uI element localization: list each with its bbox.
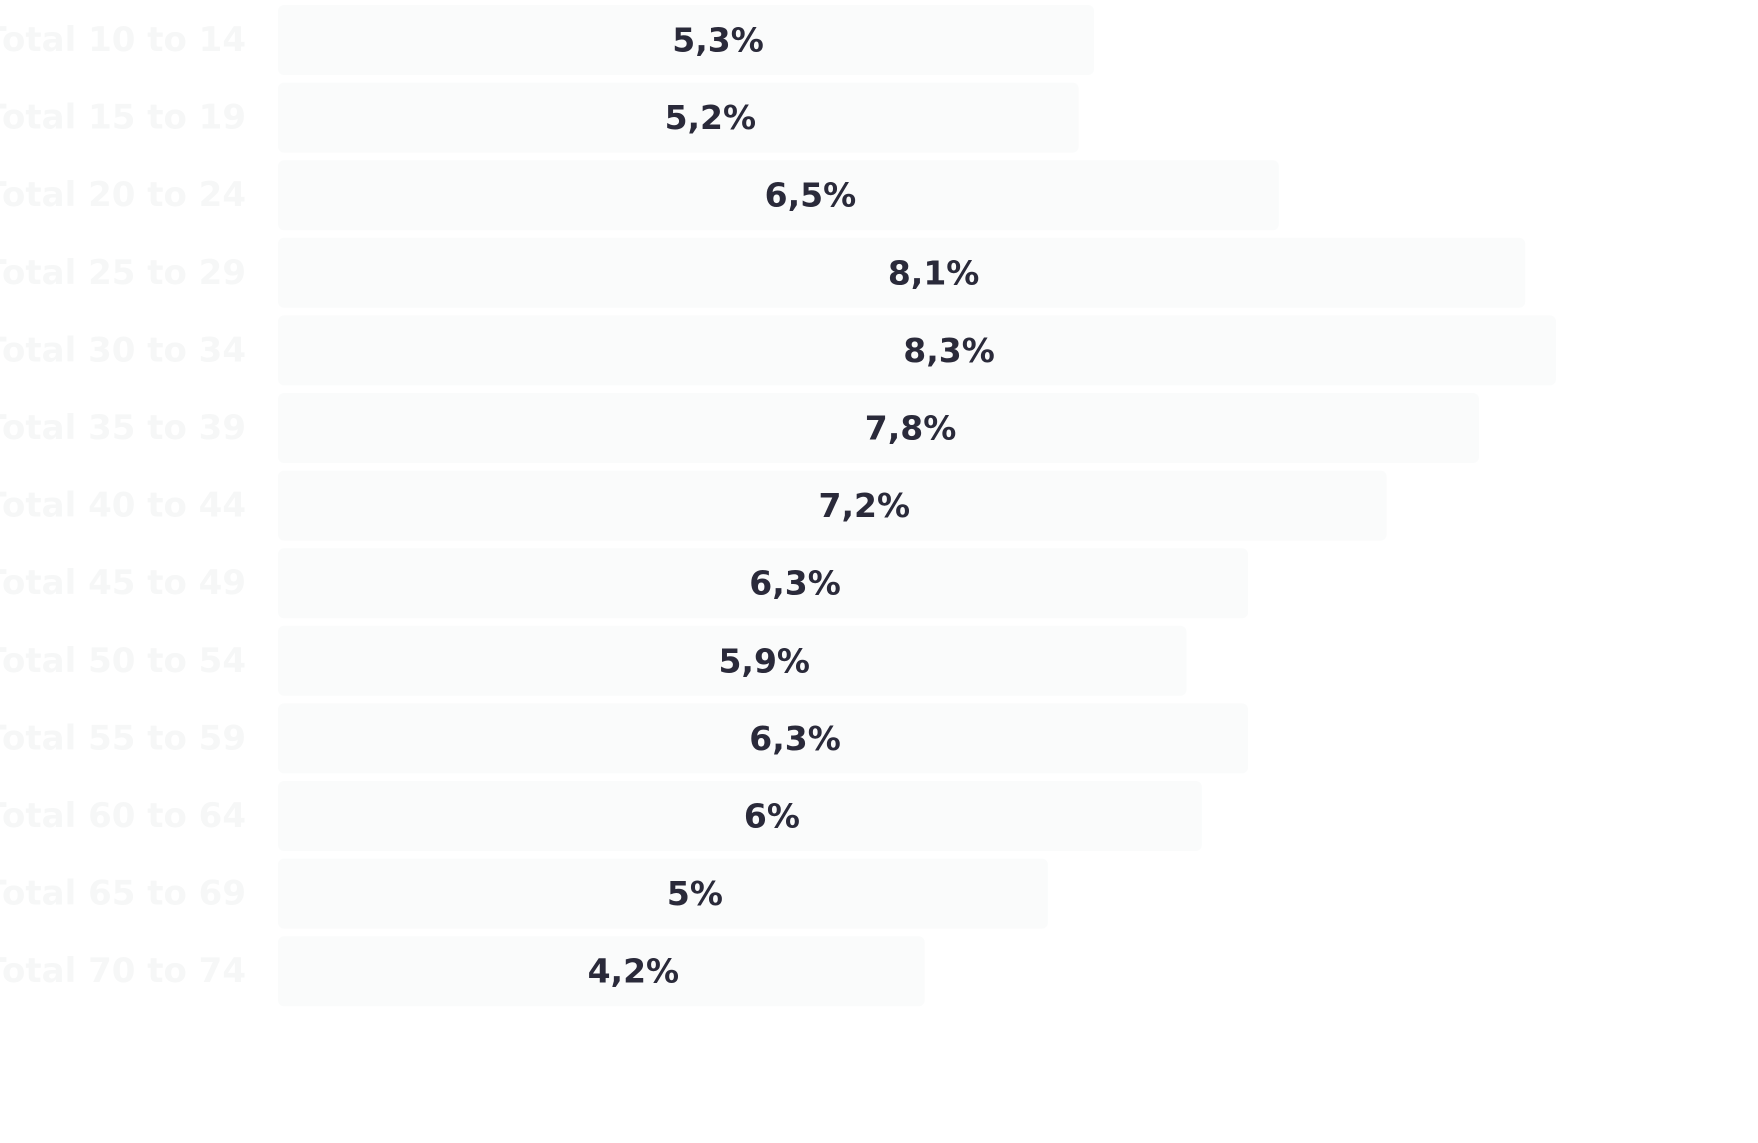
- bar: [278, 82, 1079, 153]
- category-label: Total 65 to 69: [0, 874, 246, 914]
- bar: [278, 393, 1480, 463]
- category-label: Total 55 to 59: [0, 718, 246, 758]
- bar: [278, 315, 1556, 386]
- bar: [278, 858, 1048, 929]
- bar: [278, 781, 1202, 851]
- category-label: Total 20 to 24: [0, 175, 246, 215]
- category-label: Total 15 to 19: [0, 98, 246, 138]
- value-label: 4,2%: [588, 952, 680, 991]
- value-label: 5,2%: [665, 98, 757, 137]
- value-label: 7,2%: [819, 486, 911, 525]
- value-label: 6%: [744, 797, 800, 836]
- category-label: Total 30 to 34: [0, 330, 246, 370]
- category-label: Total 35 to 39: [0, 408, 246, 448]
- bar: [278, 5, 1095, 75]
- value-label: 6,3%: [749, 564, 841, 603]
- value-label: 5,3%: [672, 21, 764, 60]
- value-label: 8,1%: [888, 253, 980, 292]
- category-label: Total 40 to 44: [0, 486, 246, 526]
- value-label: 8,3%: [903, 331, 995, 370]
- bar: [278, 470, 1387, 541]
- bar: [278, 160, 1279, 231]
- category-label: Total 70 to 74: [0, 951, 246, 991]
- bar: [278, 625, 1187, 696]
- value-label: 6,5%: [765, 176, 857, 215]
- category-label: Total 25 to 29: [0, 253, 246, 293]
- bar: [278, 703, 1249, 774]
- category-label: Total 60 to 64: [0, 796, 246, 836]
- bar: [278, 936, 925, 1007]
- category-label: Total 50 to 54: [0, 641, 246, 681]
- value-label: 5%: [667, 874, 723, 913]
- category-label: Total 10 to 14: [0, 20, 246, 60]
- value-label: 7,8%: [865, 409, 957, 448]
- bar: [278, 548, 1249, 619]
- value-label: 5,9%: [718, 641, 810, 680]
- bar: [278, 237, 1526, 308]
- value-label: 6,3%: [749, 719, 841, 758]
- category-label: Total 45 to 49: [0, 563, 246, 603]
